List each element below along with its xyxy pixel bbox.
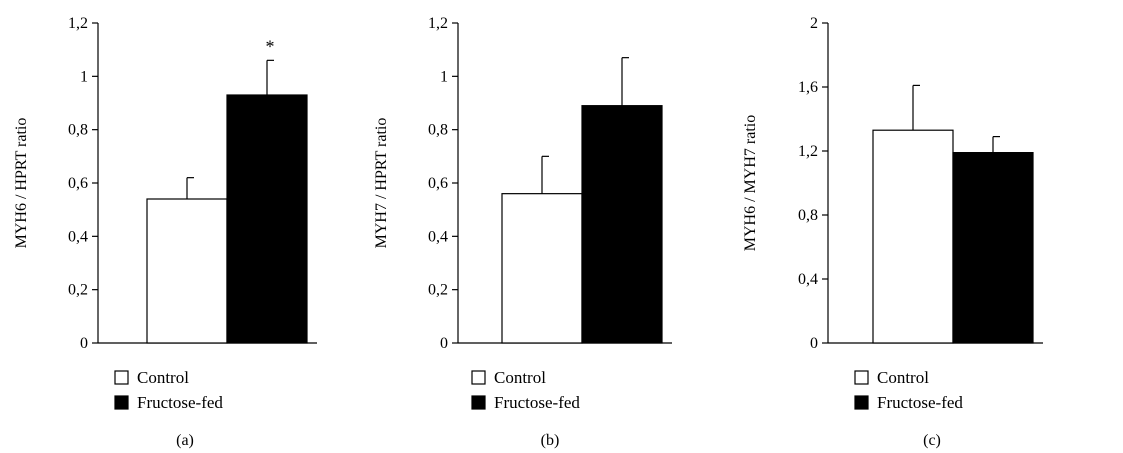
y-axis-label: MYH6 / MYH7 ratio (742, 115, 759, 251)
legend-swatch-control (854, 370, 869, 385)
bar-fructose-fed (952, 152, 1034, 344)
y-axis-label: MYH6 / HPRT ratio (13, 118, 30, 249)
bar-control (872, 129, 954, 344)
y-tick-label: 0 (80, 335, 88, 352)
chart-panel-2: 0 0,2 0,4 0,6 0,8 1 1,2 MYH7 / HPRT ratio Contro… (373, 15, 672, 449)
y-tick-label: 0 (440, 335, 448, 352)
legend-label-control: Control (137, 368, 189, 387)
y-tick-label: 0,2 (68, 282, 88, 299)
legend-label-fructose-fed: Fructose-fed (494, 393, 580, 412)
chart-panel-1: 0 0,2 0,4 0,6 0,8 1 1,2 MYH6 / HPRT ratio * Contr… (13, 15, 317, 449)
y-tick-label: 1,2 (68, 15, 88, 32)
y-tick-label: 1,2 (798, 143, 818, 160)
legend-swatch-fructose-fed (471, 395, 486, 410)
y-tick-label: 1,2 (428, 15, 448, 32)
y-tick-label: 0,8 (798, 207, 818, 224)
y-tick-label: 0,6 (68, 175, 88, 192)
legend-swatch-control (114, 370, 129, 385)
y-tick-label: 0,4 (798, 271, 818, 288)
y-tick-label: 0,8 (428, 122, 448, 139)
legend-label-control: Control (877, 368, 929, 387)
bar-control (146, 198, 228, 344)
y-tick-label: 1,6 (798, 79, 818, 96)
panel-label: (a) (176, 432, 194, 449)
y-tick-label: 0,4 (428, 228, 448, 245)
y-tick-label: 0 (810, 335, 818, 352)
bar-fructose-fed (226, 94, 308, 344)
y-tick-label: 0,6 (428, 175, 448, 192)
legend-swatch-fructose-fed (854, 395, 869, 410)
y-tick-label: 0,4 (68, 228, 88, 245)
legend-label-control: Control (494, 368, 546, 387)
panel-label: (b) (541, 432, 560, 449)
y-tick-label: 0,8 (68, 122, 88, 139)
legend-label-fructose-fed: Fructose-fed (137, 393, 223, 412)
legend-swatch-fructose-fed (114, 395, 129, 410)
bar-fructose-fed (581, 105, 663, 344)
chart-panel-3: 0 0,4 0,8 1,2 1,6 2 MYH6 / MYH7 ratio Control Fr… (742, 15, 1043, 449)
y-tick-label: 1 (80, 68, 88, 85)
significance-marker: * (266, 36, 275, 56)
legend-swatch-control (471, 370, 486, 385)
y-tick-label: 2 (810, 15, 818, 32)
legend-label-fructose-fed: Fructose-fed (877, 393, 963, 412)
y-tick-label: 0,2 (428, 282, 448, 299)
y-axis-label: MYH7 / HPRT ratio (373, 118, 390, 249)
y-tick-label: 1 (440, 68, 448, 85)
bar-control (501, 193, 583, 344)
panel-label: (c) (923, 432, 941, 449)
